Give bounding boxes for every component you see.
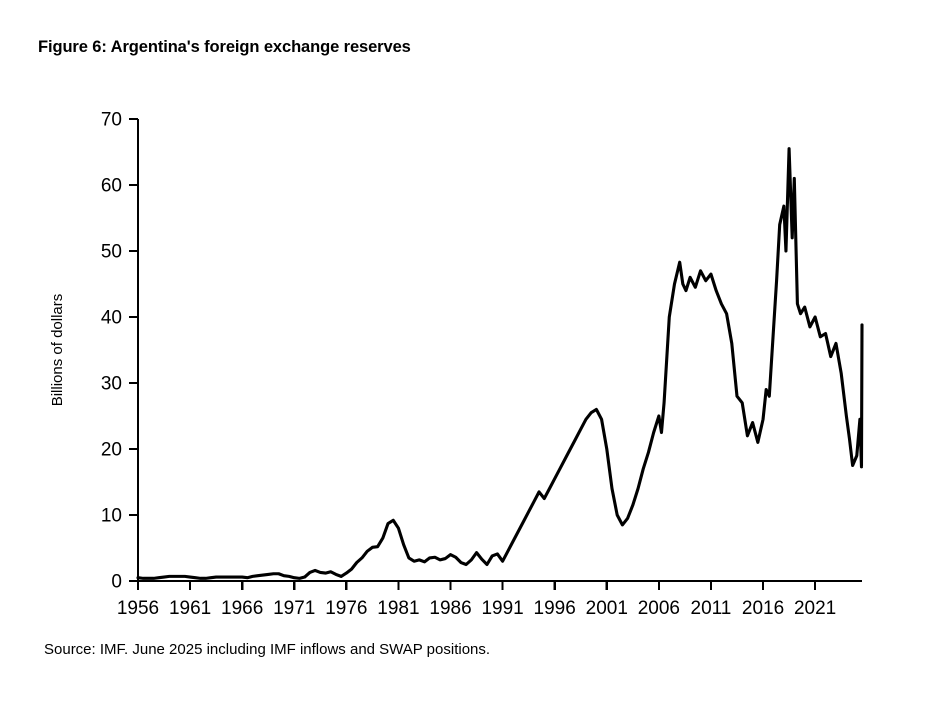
chart-plot-area: 0 10 20 30 40 50 60 70 1956 1961 1966 1971 1976 1981… [0,78,929,618]
x-axis: 1956 1961 1966 1971 1976 1981 1986 1991 1996 2001… [117,579,862,618]
y-axis-tick-label: 40 [101,308,122,329]
series-line-0 [136,147,864,580]
x-axis-tick-label: 1981 [377,598,419,618]
x-axis-tick-label: 1966 [221,598,263,618]
y-axis: 0 10 20 30 40 50 60 70 [101,110,140,593]
x-axis-tick-label: 2021 [794,598,836,618]
x-axis-tick-label: 1961 [169,598,211,618]
y-axis-tick-label: 70 [101,110,122,131]
x-axis-tick-label: 1971 [273,598,315,618]
y-axis-tick-label: 30 [101,374,122,395]
line-chart-svg: 0 10 20 30 40 50 60 70 1956 1961 1966 1971 1976 1981… [49,110,864,618]
y-axis-tick-label: 10 [101,506,122,527]
x-axis-tick-label: 2016 [742,598,784,618]
x-axis-tick-label: 1986 [429,598,471,618]
x-axis-tick-label: 2006 [638,598,680,618]
y-axis-tick-label: 60 [101,176,122,197]
x-axis-tick-label: 1976 [325,598,367,618]
x-axis-tick-label: 1996 [534,598,576,618]
y-axis-title: Billions of dollars [49,294,66,407]
y-axis-tick-label: 50 [101,242,122,263]
figure-title: Figure 6: Argentina's foreign exchange r… [38,38,411,56]
x-axis-tick-label: 2001 [586,598,628,618]
y-axis-tick-label: 0 [111,572,122,593]
source-note: Source: IMF. June 2025 including IMF inf… [44,641,491,658]
x-axis-tick-label: 1956 [117,598,159,618]
y-axis-tick-label: 20 [101,440,122,461]
data-series [136,147,864,580]
x-axis-tick-label: 2011 [691,598,732,618]
y-axis-title-text: Billions of dollars [49,294,66,407]
x-axis-tick-label: 1991 [481,598,523,618]
